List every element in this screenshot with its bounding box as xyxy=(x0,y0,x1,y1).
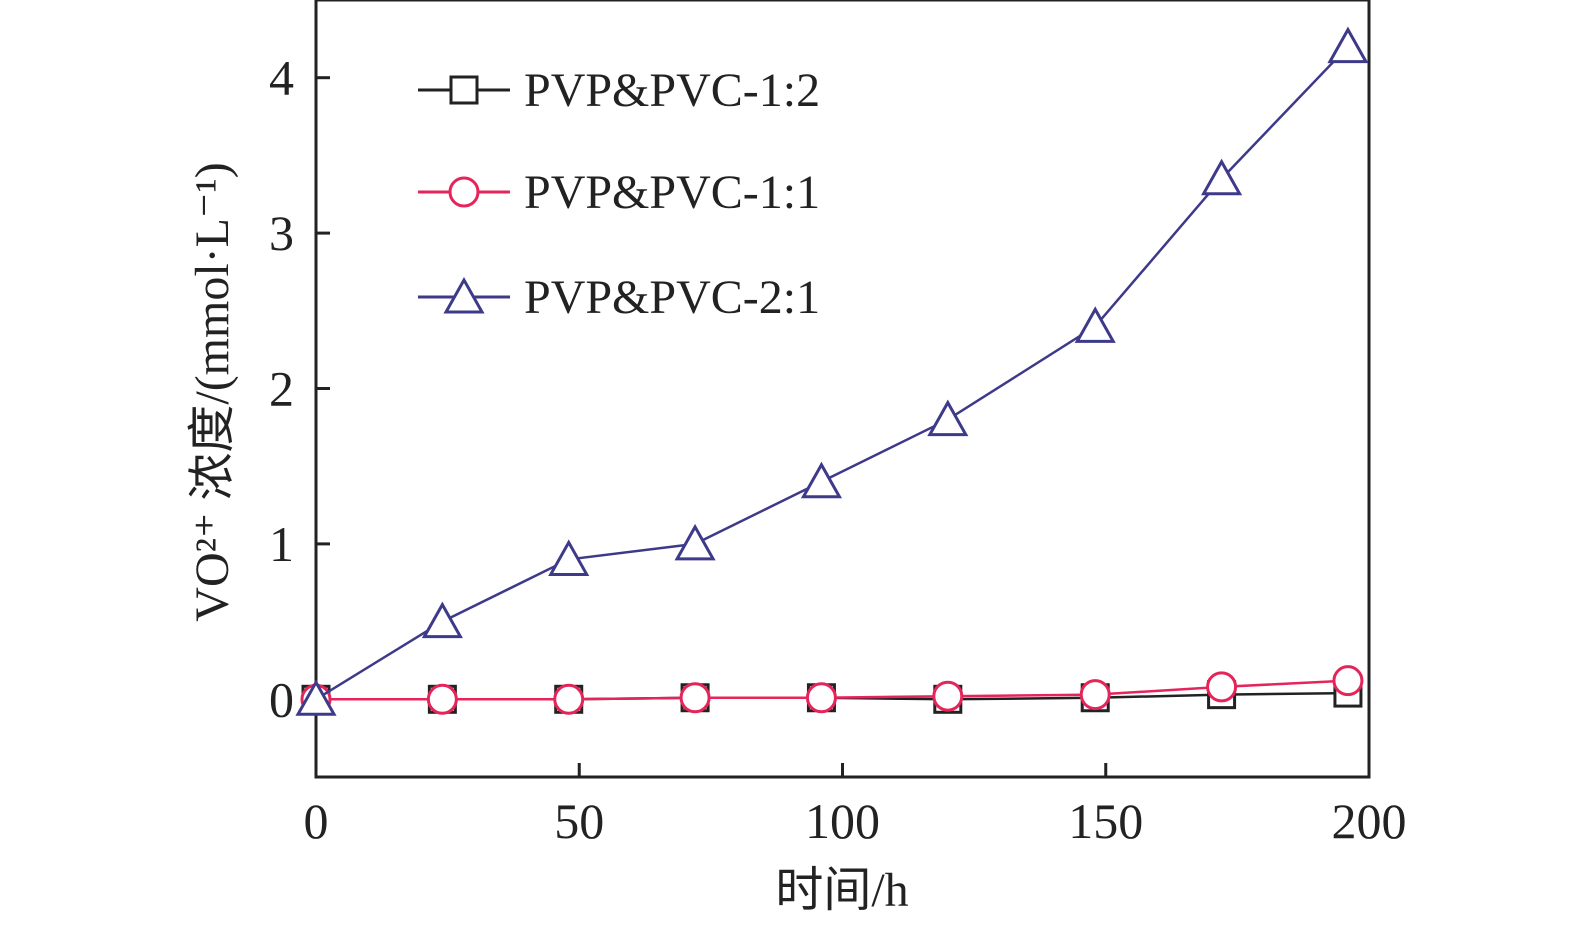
legend: PVP&PVC-1:2 PVP&PVC-1:1 PVP&PVC-2:1 xyxy=(418,64,820,324)
series-line-triangle xyxy=(315,45,1349,701)
x-tick-label: 150 xyxy=(1068,793,1143,849)
legend-item: PVP&PVC-2:1 xyxy=(418,271,820,324)
data-point-circle xyxy=(426,683,458,715)
data-point-triangle xyxy=(295,679,337,716)
data-point-circle xyxy=(679,682,711,714)
data-point-triangle xyxy=(1327,26,1369,64)
y-tick-label: 0 xyxy=(269,671,294,727)
x-axis-title: 时间/h xyxy=(775,864,908,917)
data-point-triangle xyxy=(421,601,463,639)
data-point-triangle xyxy=(674,523,716,561)
legend-label: PVP&PVC-1:2 xyxy=(524,64,820,117)
y-axis-title: VO²⁺ 浓度/(mmol·L⁻¹) xyxy=(186,162,239,621)
y-axis-ticks: 0 1 2 3 4 xyxy=(269,50,330,727)
legend-marker-circle xyxy=(448,176,480,208)
series-triangle xyxy=(295,26,1369,716)
series-circle xyxy=(300,665,1364,715)
legend-marker-square xyxy=(449,75,479,105)
legend-marker-triangle xyxy=(443,276,485,314)
x-tick-label: 50 xyxy=(554,793,604,849)
data-point-circle xyxy=(805,682,837,714)
series-layer xyxy=(295,26,1369,716)
y-tick-label: 3 xyxy=(269,205,294,261)
plot-frame xyxy=(314,0,1371,779)
x-tick-label: 0 xyxy=(304,793,329,849)
legend-label: PVP&PVC-2:1 xyxy=(524,271,820,324)
data-point-circle xyxy=(932,680,964,712)
data-point-circle xyxy=(1206,671,1238,703)
legend-item: PVP&PVC-1:1 xyxy=(418,166,820,219)
data-point-triangle xyxy=(1201,158,1243,196)
x-tick-label: 100 xyxy=(805,793,880,849)
data-point-triangle xyxy=(800,461,843,499)
legend-label: PVP&PVC-1:1 xyxy=(524,166,820,219)
data-point-circle xyxy=(553,683,585,715)
y-tick-label: 4 xyxy=(269,50,294,106)
data-point-circle xyxy=(1332,665,1364,697)
x-tick-label: 200 xyxy=(1332,793,1407,849)
data-point-circle xyxy=(1079,679,1111,711)
y-tick-label: 2 xyxy=(269,361,294,417)
legend-item: PVP&PVC-1:2 xyxy=(418,64,820,117)
data-point-triangle xyxy=(1074,306,1116,343)
data-point-triangle xyxy=(548,539,590,576)
x-axis-ticks: 0 50 100 150 200 xyxy=(304,763,1407,849)
y-tick-label: 1 xyxy=(269,516,294,572)
data-point-triangle xyxy=(927,399,969,437)
